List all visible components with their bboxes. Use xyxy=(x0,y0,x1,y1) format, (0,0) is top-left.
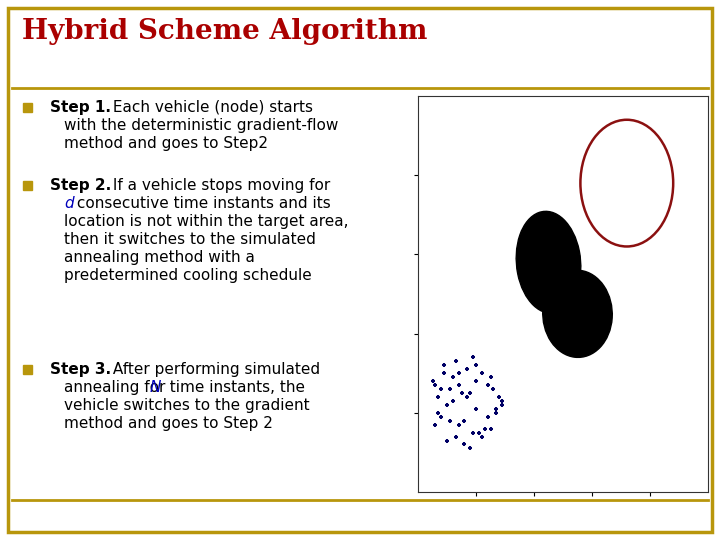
Text: Hybrid Scheme Algorithm: Hybrid Scheme Algorithm xyxy=(22,18,428,45)
Point xyxy=(487,384,499,393)
Point xyxy=(476,369,487,377)
Text: method and goes to Step2: method and goes to Step2 xyxy=(64,136,268,151)
Point xyxy=(447,396,459,405)
Point xyxy=(430,420,441,429)
Text: then it switches to the simulated: then it switches to the simulated xyxy=(64,232,316,247)
Point xyxy=(438,361,450,369)
Point xyxy=(462,393,473,401)
Point xyxy=(467,428,479,437)
Text: location is not within the target area,: location is not within the target area, xyxy=(64,214,348,229)
Point xyxy=(444,416,456,425)
Point xyxy=(470,404,482,413)
Point xyxy=(450,432,462,441)
Point xyxy=(470,377,482,386)
Point xyxy=(427,377,438,386)
Point xyxy=(462,365,473,374)
Text: consecutive time instants and its: consecutive time instants and its xyxy=(72,196,330,211)
Point xyxy=(453,420,464,429)
Text: Step 3.: Step 3. xyxy=(50,362,111,377)
Text: N: N xyxy=(150,380,161,395)
Point xyxy=(436,413,447,421)
Bar xyxy=(23,181,32,190)
Bar xyxy=(23,365,32,374)
Point xyxy=(441,436,453,445)
Point xyxy=(436,384,447,393)
Point xyxy=(479,424,490,433)
Text: with the deterministic gradient-flow: with the deterministic gradient-flow xyxy=(64,118,338,133)
Ellipse shape xyxy=(516,211,581,313)
Text: Step 1.: Step 1. xyxy=(50,100,111,115)
Point xyxy=(433,408,444,417)
Text: Step 2.: Step 2. xyxy=(50,178,112,193)
Point xyxy=(482,413,493,421)
Point xyxy=(485,373,496,381)
Text: After performing simulated: After performing simulated xyxy=(108,362,320,377)
Point xyxy=(464,444,476,453)
Point xyxy=(473,428,485,437)
Point xyxy=(447,373,459,381)
Point xyxy=(476,432,487,441)
Point xyxy=(441,401,453,409)
Point xyxy=(470,361,482,369)
Point xyxy=(453,381,464,389)
Point xyxy=(430,381,441,389)
Point xyxy=(444,384,456,393)
Point xyxy=(450,357,462,366)
Point xyxy=(485,424,496,433)
Point xyxy=(490,404,502,413)
Bar xyxy=(23,103,32,112)
Point xyxy=(456,389,467,397)
Point xyxy=(496,396,508,405)
Point xyxy=(459,416,470,425)
Text: time instants, the: time instants, the xyxy=(160,380,305,395)
Point xyxy=(496,401,508,409)
Point xyxy=(433,393,444,401)
Text: method and goes to Step 2: method and goes to Step 2 xyxy=(64,416,273,431)
Text: vehicle switches to the gradient: vehicle switches to the gradient xyxy=(64,398,310,413)
Point xyxy=(438,369,450,377)
Text: predetermined cooling schedule: predetermined cooling schedule xyxy=(64,268,312,283)
Point xyxy=(453,369,464,377)
Point xyxy=(490,408,502,417)
Point xyxy=(464,389,476,397)
Text: If a vehicle stops moving for: If a vehicle stops moving for xyxy=(108,178,330,193)
Point xyxy=(459,440,470,449)
Text: annealing method with a: annealing method with a xyxy=(64,250,255,265)
Point xyxy=(493,393,505,401)
Text: Each vehicle (node) starts: Each vehicle (node) starts xyxy=(108,100,313,115)
Text: annealing for: annealing for xyxy=(64,380,166,395)
Text: d: d xyxy=(64,196,73,211)
Point xyxy=(467,353,479,362)
Ellipse shape xyxy=(543,270,612,357)
Point xyxy=(482,381,493,389)
